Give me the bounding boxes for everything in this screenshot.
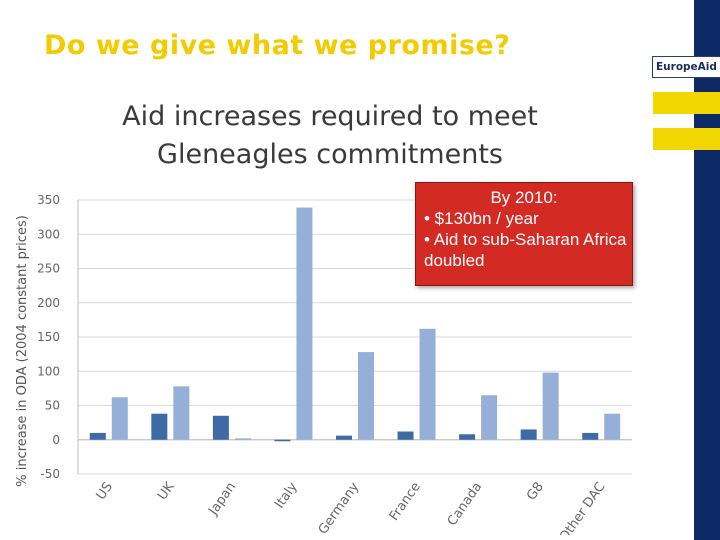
bar-chart: -50 0 50 100 150 200 250 300 350 % increase in OD… <box>15 193 632 535</box>
x-tick-label: Japan <box>206 480 240 519</box>
chart-title-line-1: Aid increases required to meet <box>122 101 538 132</box>
bar-series-1 <box>336 435 352 440</box>
bar-series-2 <box>358 352 374 440</box>
x-tick-label: Italy <box>272 479 301 511</box>
bar-series-2 <box>542 372 559 440</box>
bar-series-2 <box>481 395 498 440</box>
y-tick-label: 250 <box>37 262 60 276</box>
bar-series-2 <box>419 328 436 440</box>
chart-title: Aid increases required to meet Gleneagle… <box>120 98 540 174</box>
bar-series-2 <box>296 207 313 440</box>
bar-series-1 <box>151 413 168 440</box>
y-tick-label: 150 <box>37 330 60 344</box>
y-tick-label: 300 <box>37 227 60 241</box>
callout-bullet-1: • $130bn / year <box>424 209 539 228</box>
slide-title: Do we give what we promise? <box>44 30 511 61</box>
x-tick-label: G8 <box>524 480 547 504</box>
brand-stripe-2 <box>653 128 720 150</box>
bar-series-1 <box>397 431 414 440</box>
y-tick-label: 200 <box>37 296 60 310</box>
bar-series-2 <box>604 413 621 440</box>
x-tick-label: Other DAC <box>557 480 609 535</box>
brand-side-bar <box>694 0 720 540</box>
callout-heading: By 2010: <box>490 188 558 207</box>
chart-title-line-2: Gleneagles commitments <box>157 139 503 170</box>
x-tick-label: Germany <box>316 479 363 535</box>
x-tick-label: France <box>387 480 424 524</box>
brand-logo: EuropeAid <box>652 56 720 78</box>
y-tick-label: -50 <box>40 467 60 481</box>
bar-series-1 <box>89 432 106 440</box>
brand-stripe-1 <box>653 92 720 114</box>
bar-series-2 <box>234 438 251 440</box>
y-tick-label: 50 <box>45 399 60 413</box>
bar-series-2 <box>111 397 128 440</box>
bar-series-1 <box>212 415 229 440</box>
y-tick-label: 100 <box>37 364 60 378</box>
x-tick-label: US <box>94 480 116 503</box>
callout-box: By 2010: • $130bn / year • Aid to sub-Sa… <box>415 182 633 286</box>
bar-series-2 <box>173 386 190 440</box>
bar-series-1 <box>459 434 476 440</box>
bar-series-1 <box>582 432 599 440</box>
bar-series-1 <box>274 439 291 442</box>
callout-bullet-2: • Aid to sub-Saharan Africa doubled <box>424 230 627 270</box>
y-tick-label: 350 <box>37 193 60 207</box>
bar-series-1 <box>520 429 537 440</box>
x-tick-label: Canada <box>445 480 486 529</box>
y-tick-label: 0 <box>52 433 60 447</box>
x-tick-label: UK <box>155 479 178 503</box>
y-axis-title: % increase in ODA (2004 constant prices) <box>15 215 30 487</box>
